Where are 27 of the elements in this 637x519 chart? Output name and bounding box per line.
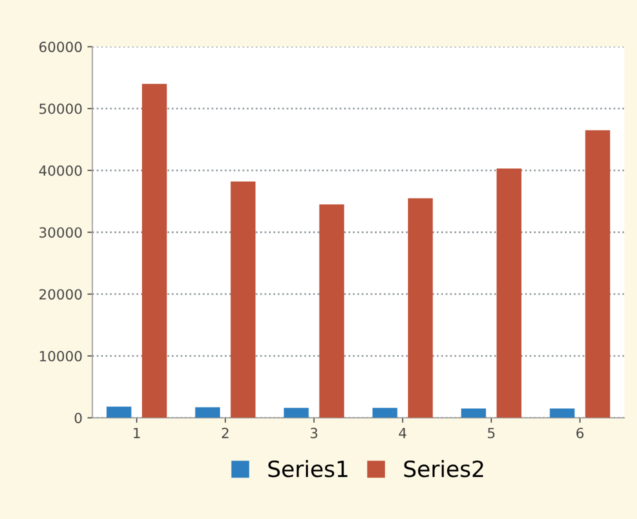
x-tick-label: 2 — [222, 428, 228, 438]
bar — [372, 408, 398, 418]
bar — [408, 198, 433, 418]
y-tick-label: 10000 — [40, 350, 82, 362]
bar — [461, 408, 486, 418]
x-tick-label: 5 — [488, 428, 494, 438]
x-tick-label: 1 — [134, 428, 140, 438]
y-tick-label: 40000 — [39, 165, 82, 176]
y-tick-label: 50000 — [40, 104, 82, 114]
bar — [195, 407, 220, 418]
y-tick-label: 20000 — [39, 289, 82, 300]
y-tick-label: 30000 — [40, 227, 82, 238]
bar — [142, 84, 167, 418]
y-tick-label: 0 — [74, 412, 82, 424]
bar — [550, 408, 575, 418]
bar — [496, 168, 522, 418]
legend-label: Series2 — [404, 460, 484, 478]
legend-label: Series1 — [268, 460, 348, 478]
bar — [585, 130, 610, 418]
x-tick-label: 3 — [310, 428, 318, 438]
y-tick-label: 60000 — [39, 42, 82, 52]
x-tick-label: 4 — [398, 428, 406, 438]
bar — [106, 406, 132, 418]
bar — [319, 204, 344, 418]
x-tick-label: 6 — [576, 428, 584, 438]
bar — [230, 182, 256, 418]
bar — [284, 408, 309, 418]
